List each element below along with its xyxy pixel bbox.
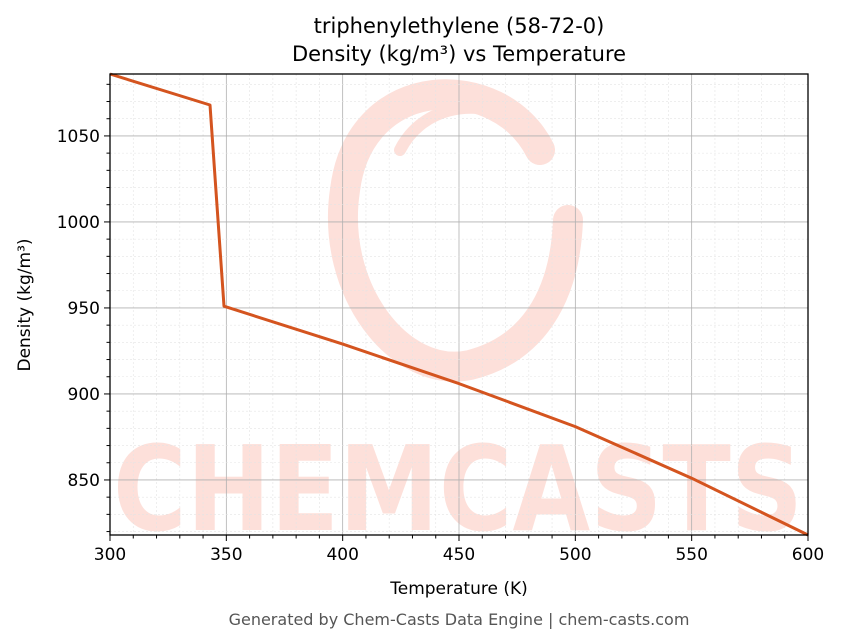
watermark-text: CHEMCASTS [113,420,803,558]
x-axis-label: Temperature (K) [389,579,528,599]
y-axis-label: Density (kg/m³) [15,238,35,371]
chart-title: triphenylethylene (58-72-0) [314,14,605,38]
y-tick-label: 900 [68,385,100,405]
x-tick-label: 400 [326,545,358,565]
watermark-logo-icon [328,79,583,382]
x-tick-label: 450 [443,545,475,565]
x-tick-label: 550 [675,545,707,565]
x-tick-label: 500 [559,545,591,565]
footer-credit: Generated by Chem-Casts Data Engine | ch… [229,610,690,629]
x-tick-label: 600 [792,545,824,565]
density-series-line [109,72,809,537]
y-axis: 850 900 950 1000 1050 [57,83,110,533]
watermark: CHEMCASTS [113,79,803,558]
y-tick-label: 950 [68,299,100,319]
chart-subtitle: Density (kg/m³) vs Temperature [292,42,626,66]
y-tick-label: 850 [68,471,100,491]
x-tick-label: 300 [94,545,126,565]
x-tick-label: 350 [210,545,242,565]
y-tick-label: 1050 [57,127,100,147]
series-layer [109,72,809,537]
x-axis: 300 350 400 450 500 550 600 [94,535,824,565]
y-tick-label: 1000 [57,213,100,233]
